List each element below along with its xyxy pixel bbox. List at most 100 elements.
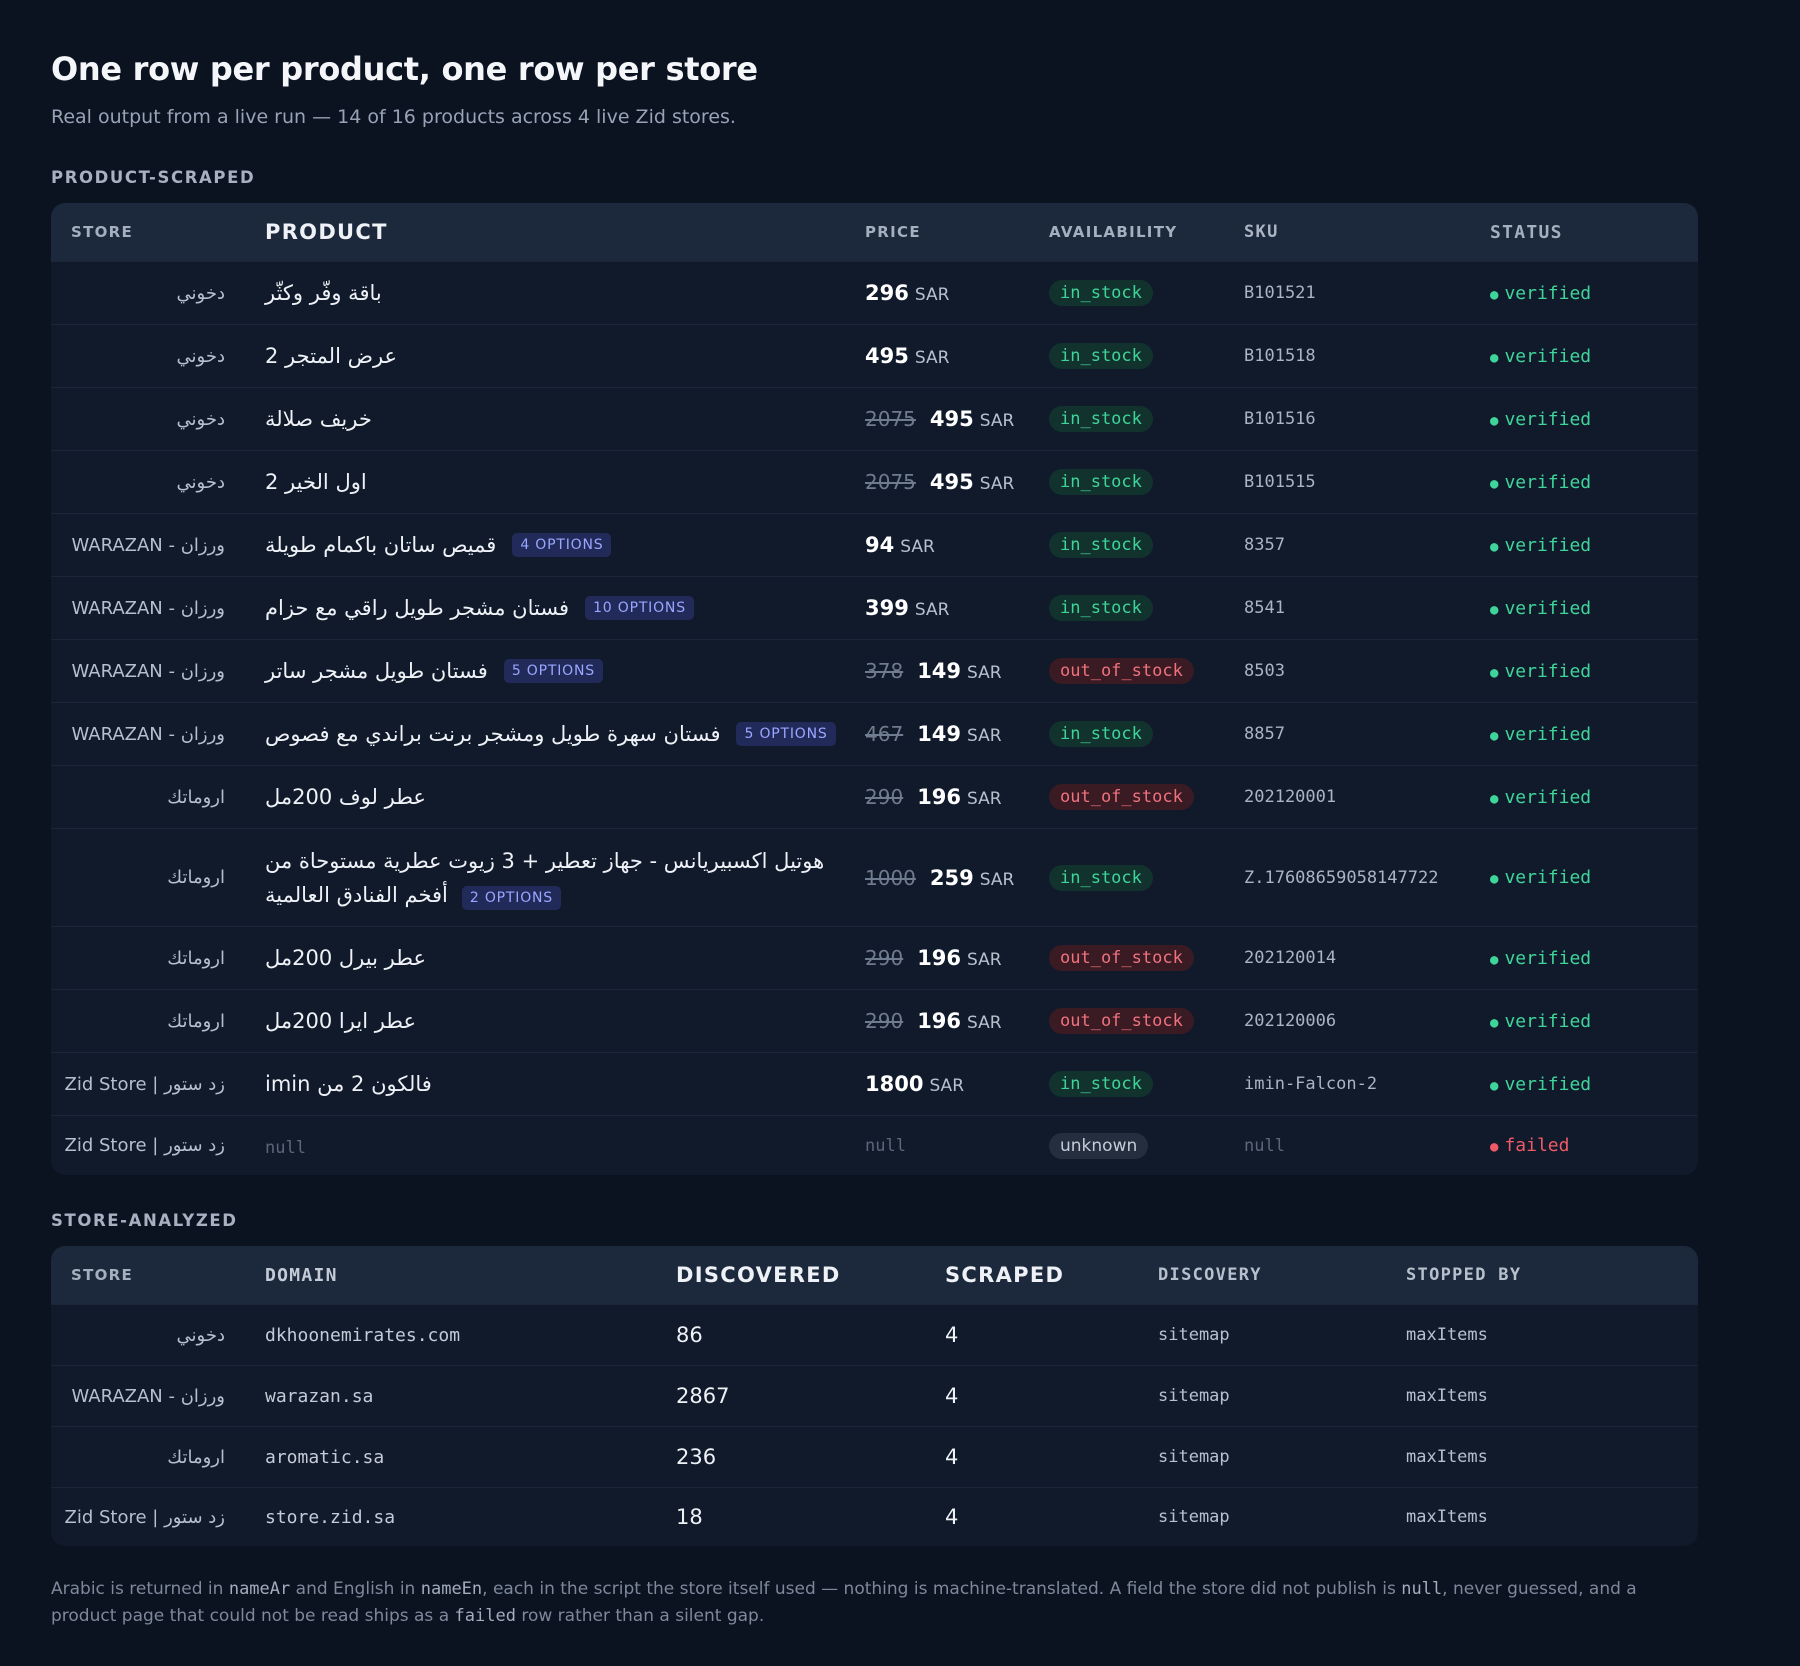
- sku-value: 8357: [1244, 535, 1285, 555]
- sku-value: B101518: [1244, 346, 1316, 366]
- store-name: دخوني: [176, 1324, 225, 1346]
- status-dot-icon: ●: [1490, 727, 1499, 744]
- availability-cell: in_stock: [1049, 721, 1244, 747]
- discovered-count: 2867: [676, 1384, 730, 1408]
- col-header-scraped: SCRAPED: [945, 1263, 1065, 1287]
- status-cell: ● verified: [1490, 472, 1640, 493]
- store-domain: warazan.sa: [265, 1385, 374, 1407]
- col-header-domain: DOMAIN: [265, 1264, 338, 1286]
- product-name: عطر لوف 200مل: [265, 785, 426, 809]
- status-label: verified: [1504, 282, 1592, 304]
- page-subtitle: Real output from a live run — 14 of 16 p…: [51, 106, 736, 128]
- price-currency: SAR: [967, 1013, 1002, 1033]
- availability-badge: out_of_stock: [1049, 1008, 1194, 1034]
- status-cell: ● verified: [1490, 535, 1640, 556]
- sku-value: 8541: [1244, 598, 1285, 618]
- price-currency: SAR: [979, 474, 1015, 494]
- table-row: Zid Store | زد ستور store.zid.sa 18 4 sitema…: [51, 1487, 1698, 1546]
- price-value: 495: [929, 470, 974, 494]
- price-value: 94: [865, 533, 895, 557]
- store-table-header: STORE DOMAIN DISCOVERED SCRAPED DISCOVER…: [51, 1246, 1698, 1304]
- product-name: null: [265, 1137, 306, 1158]
- availability-badge: in_stock: [1049, 1071, 1153, 1097]
- price-currency: SAR: [979, 869, 1015, 890]
- availability-badge: in_stock: [1049, 280, 1153, 306]
- availability-badge: in_stock: [1049, 469, 1153, 495]
- product-name: عطر ايرا 200مل: [265, 1009, 417, 1033]
- price-value: 399: [865, 596, 909, 620]
- discovery-method: sitemap: [1158, 1447, 1230, 1467]
- price-currency: SAR: [967, 726, 1002, 746]
- product-table-header: STORE PRODUCT PRICE AVAILABILITY SKU STA…: [51, 203, 1698, 261]
- store-name: اروماتك: [167, 867, 225, 888]
- scraped-count: 4: [945, 1323, 959, 1347]
- col-header-status: STATUS: [1490, 221, 1563, 243]
- status-label: verified: [1504, 660, 1592, 682]
- price-cell: 94 SAR: [865, 533, 1049, 557]
- status-dot-icon: ●: [1490, 1139, 1499, 1155]
- sku-cell: 8357: [1244, 535, 1490, 555]
- product-name: قميص ساتان باكمام طويلة: [265, 533, 497, 557]
- product-cell: null: [265, 1134, 865, 1158]
- availability-badge: in_stock: [1049, 721, 1153, 747]
- col-header-store: STORE: [71, 1266, 134, 1284]
- availability-badge: in_stock: [1049, 343, 1153, 369]
- price-currency: SAR: [914, 285, 950, 305]
- price-currency: SAR: [967, 663, 1002, 683]
- status-label: verified: [1504, 947, 1592, 969]
- store-name: اروماتك: [167, 786, 225, 808]
- price-original: 290: [865, 946, 904, 970]
- store-name: WARAZAN - ورزان: [71, 1385, 225, 1407]
- discovery-method: sitemap: [1158, 1507, 1230, 1527]
- sku-value: 8503: [1244, 661, 1285, 681]
- sku-cell: 8503: [1244, 661, 1490, 681]
- price-original: 467: [865, 722, 904, 746]
- store-name: دخوني: [176, 408, 225, 430]
- status-label: failed: [1504, 1135, 1570, 1156]
- store-name: Zid Store | زد ستور: [64, 1073, 226, 1095]
- footnote-code: nameAr: [228, 1579, 291, 1599]
- availability-badge: in_stock: [1049, 406, 1153, 432]
- price-cell: 1800 SAR: [865, 1072, 1049, 1096]
- store-domain: dkhoonemirates.com: [265, 1324, 461, 1346]
- status-cell: ● verified: [1490, 409, 1640, 430]
- price-value: 259: [929, 865, 974, 890]
- price-cell: 2075 495 SAR: [865, 407, 1049, 431]
- discovered-count: 236: [676, 1445, 717, 1469]
- table-row: WARAZAN - ورزان قميص ساتان باكمام طويلة 4 …: [51, 513, 1698, 576]
- store-domain: aromatic.sa: [265, 1446, 385, 1468]
- product-cell: عطر بيرل 200مل: [265, 941, 865, 975]
- scraped-count: 4: [945, 1384, 959, 1408]
- col-header-discovered: DISCOVERED: [676, 1263, 841, 1287]
- table-row: Zid Store | زد ستور null null unknown null ● f…: [51, 1115, 1698, 1175]
- discovery-method: sitemap: [1158, 1325, 1230, 1345]
- col-header-sku: SKU: [1244, 222, 1279, 242]
- price-original: 1000: [865, 865, 916, 890]
- product-cell: عطر ايرا 200مل: [265, 1004, 865, 1038]
- status-dot-icon: ●: [1490, 601, 1499, 618]
- product-name: فستان مشجر طويل راقي مع حزام: [265, 596, 570, 620]
- availability-badge: in_stock: [1049, 595, 1153, 621]
- sku-value: B101515: [1244, 472, 1316, 492]
- col-header-discovery: DISCOVERY: [1158, 1265, 1262, 1285]
- price-cell: 1000 259 SAR: [865, 866, 1049, 890]
- discovery-method: sitemap: [1158, 1386, 1230, 1406]
- status-cell: ● failed: [1490, 1135, 1640, 1156]
- product-name: فستان سهرة طويل ومشجر برنت براندي مع فصو…: [265, 722, 721, 746]
- table-row: WARAZAN - ورزان فستان سهرة طويل ومشجر برن…: [51, 702, 1698, 765]
- price-currency: SAR: [914, 348, 950, 368]
- status-label: verified: [1504, 786, 1592, 808]
- table-row: دخوني اول الخير 2 2075 495 SAR in_stock B10151…: [51, 450, 1698, 513]
- price-currency: SAR: [900, 537, 935, 557]
- footnote-text: row rather than a silent gap.: [515, 1606, 765, 1626]
- col-header-stopped-by: STOPPED BY: [1406, 1265, 1522, 1285]
- store-domain: store.zid.sa: [265, 1506, 396, 1528]
- product-section-label: PRODUCT-SCRAPED: [51, 168, 256, 187]
- col-header-availability: AVAILABILITY: [1049, 223, 1178, 241]
- footnote-text: , never guessed, and a product page that…: [51, 1579, 1637, 1626]
- availability-cell: in_stock: [1049, 864, 1244, 891]
- store-name: اروماتك: [167, 1446, 225, 1468]
- availability-cell: in_stock: [1049, 595, 1244, 621]
- price-original: 2075: [865, 407, 916, 431]
- sku-cell: 8857: [1244, 724, 1490, 744]
